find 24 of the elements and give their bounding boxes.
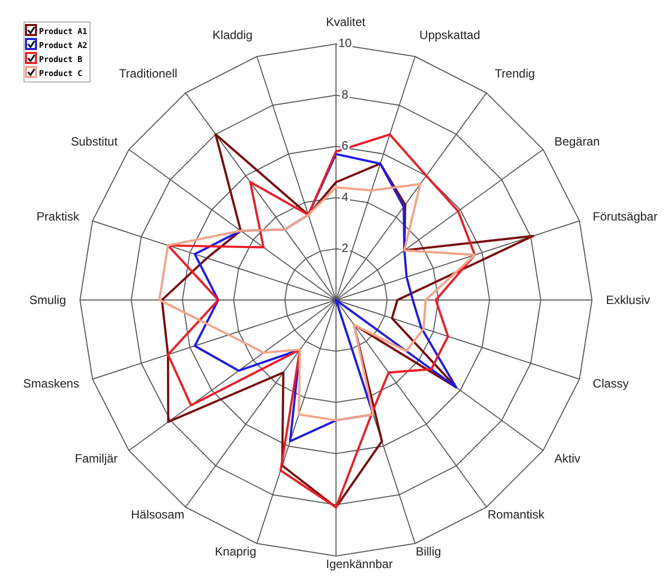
spoke-label: Begäran: [554, 134, 600, 148]
spoke-label: Kladdig: [212, 28, 253, 42]
spoke-label: Romantisk: [488, 508, 546, 522]
legend-label: Product A1: [39, 27, 88, 36]
spoke-label: Billig: [416, 544, 442, 558]
spoke-label: Aktiv: [554, 452, 580, 466]
spoke-label: Igenkännbar: [326, 557, 393, 571]
spoke-label: Förutsägbar: [592, 210, 658, 224]
spoke-label: Knaprig: [214, 544, 256, 558]
spoke-label: Smulig: [29, 293, 66, 307]
spoke-label: Praktisk: [36, 210, 80, 224]
legend-label: Product C: [39, 69, 83, 78]
spoke-label: Hälsosam: [130, 508, 184, 522]
spoke-label: Traditionell: [119, 66, 178, 81]
spoke-label: Substitut: [70, 134, 118, 148]
spoke-label: Classy: [592, 376, 629, 390]
spoke-label: Trendig: [494, 66, 535, 81]
legend-label: Product A2: [39, 41, 88, 50]
spoke-label: Kvalitet: [326, 15, 366, 29]
spoke-label: Smaskens: [23, 376, 80, 390]
spoke-label: Uppskattad: [419, 28, 480, 42]
spoke-label: Familjär: [74, 452, 118, 466]
spoke-label: Exklusiv: [606, 293, 650, 307]
legend-label: Product B: [39, 55, 83, 64]
